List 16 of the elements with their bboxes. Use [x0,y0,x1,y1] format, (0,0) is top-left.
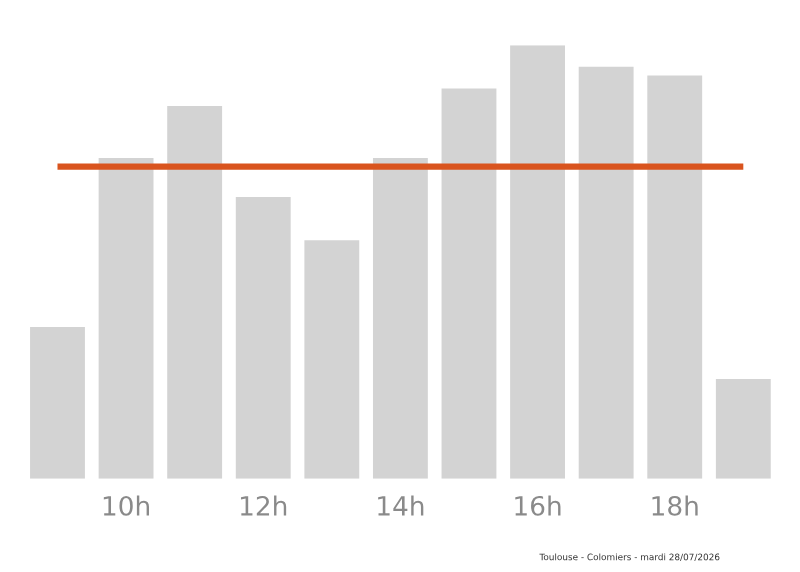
bar [715,379,771,479]
x-tick-label: 10h [103,495,149,516]
bar [578,66,634,479]
bar [510,45,565,479]
bar [235,196,291,479]
bar [167,105,223,479]
x-tick-label: 12h [240,495,287,516]
x-tick-label: 16h [515,495,561,516]
bar [30,327,85,479]
bar [304,240,360,479]
bar [372,157,428,479]
bar [647,75,703,479]
bar [441,88,497,479]
bar [98,157,154,479]
x-tick-label: 14h [378,495,424,516]
x-tick-label: 18h [652,495,698,516]
